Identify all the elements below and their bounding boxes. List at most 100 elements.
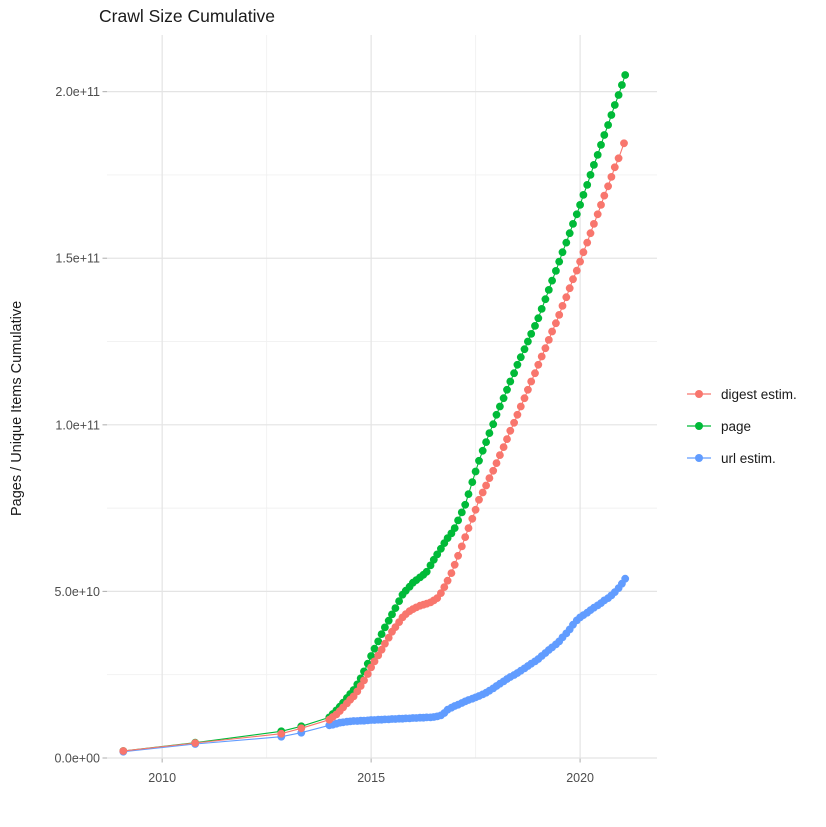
series-point-digest-estim-: [614, 154, 623, 163]
series-point-page: [475, 456, 483, 465]
series-point-digest-estim-: [370, 657, 379, 666]
series-point-page: [593, 151, 602, 159]
series-point-digest-estim-: [475, 495, 483, 504]
series-point-digest-estim-: [499, 443, 508, 451]
series-point-digest-estim-: [586, 229, 595, 238]
series-point-page: [489, 420, 498, 429]
series-point-page: [516, 353, 525, 362]
series-point-digest-estim-: [461, 533, 470, 541]
series-point-digest-estim-: [558, 302, 567, 310]
series-point-digest-estim-: [277, 729, 286, 738]
series-point-page: [531, 322, 539, 330]
series-point-page: [524, 337, 532, 346]
series-point-digest-estim-: [610, 163, 619, 172]
series-point-digest-estim-: [544, 336, 553, 344]
series-point-page: [555, 257, 564, 266]
series-point-page: [621, 71, 630, 79]
series-point-digest-estim-: [374, 651, 383, 660]
series-point-page: [391, 604, 400, 612]
series-point-page: [450, 524, 459, 532]
series-point-page: [607, 111, 616, 119]
series-point-page: [576, 201, 584, 209]
series-point-digest-estim-: [471, 505, 480, 514]
series-point-page: [527, 330, 536, 338]
series-point-digest-estim-: [593, 210, 602, 219]
series-point-page: [370, 644, 379, 653]
legend-label: page: [721, 418, 752, 434]
series-point-digest-estim-: [607, 173, 616, 181]
series-point-digest-estim-: [555, 311, 564, 319]
series-point-page: [377, 630, 386, 638]
series-point-digest-estim-: [537, 352, 546, 361]
series-point-digest-estim-: [520, 394, 529, 403]
series-point-page: [604, 121, 612, 129]
series-point-digest-estim-: [443, 576, 452, 585]
series-point-digest-estim-: [572, 266, 581, 275]
series-point-page: [468, 478, 477, 486]
series-point-digest-estim-: [620, 139, 628, 148]
series-point-page: [384, 616, 393, 625]
series-point-digest-estim-: [468, 514, 477, 523]
y-tick-label: 2.0e+11: [55, 85, 100, 99]
series-point-page: [395, 597, 403, 605]
series-point-page: [565, 229, 574, 238]
series-point-digest-estim-: [579, 248, 588, 257]
series-point-digest-estim-: [482, 481, 490, 490]
series-point-digest-estim-: [548, 327, 556, 336]
series-point-page: [433, 550, 442, 559]
series-point-page: [374, 637, 383, 646]
series-point-page: [381, 623, 389, 632]
y-axis-title: Pages / Unique Items Cumulative: [9, 300, 25, 516]
x-tick-label: 2010: [148, 771, 176, 785]
legend-item-page: page: [686, 410, 797, 442]
series-point-digest-estim-: [384, 633, 393, 642]
legend-key-url-dot-icon: [687, 454, 711, 462]
series-point-digest-estim-: [457, 542, 466, 551]
series-point-digest-estim-: [516, 402, 525, 411]
series-point-digest-estim-: [524, 385, 532, 394]
series-point-digest-estim-: [562, 293, 571, 302]
series-point-digest-estim-: [464, 524, 473, 532]
series-point-digest-estim-: [583, 238, 592, 247]
series-point-page: [552, 267, 560, 275]
series-point-digest-estim-: [510, 418, 518, 427]
series-point-page: [544, 286, 553, 294]
series-point-page: [492, 410, 501, 419]
y-tick-label: 0.0e+00: [54, 752, 100, 766]
series-point-page: [485, 429, 494, 437]
series-point-page: [503, 385, 511, 394]
series-point-page: [583, 181, 592, 189]
series-point-page: [586, 171, 595, 179]
series-point-page: [471, 467, 480, 476]
series-point-page: [569, 220, 577, 228]
series-point-digest-estim-: [478, 488, 487, 497]
series-point-digest-estim-: [437, 589, 445, 597]
series-point-page: [437, 544, 445, 553]
series-point-digest-estim-: [360, 676, 368, 685]
series-point-digest-estim-: [363, 670, 372, 678]
series-point-url-estim-: [621, 574, 630, 583]
series-point-digest-estim-: [297, 724, 306, 733]
series-point-digest-estim-: [377, 645, 386, 654]
x-tick-label: 2020: [566, 771, 594, 785]
series-point-digest-estim-: [600, 191, 609, 200]
series-point-digest-estim-: [381, 639, 389, 648]
series-point-digest-estim-: [531, 369, 539, 378]
series-point-digest-estim-: [552, 319, 560, 328]
series-point-digest-estim-: [367, 663, 375, 672]
series-point-page: [454, 516, 462, 525]
series-point-page: [537, 305, 546, 313]
series-point-digest-estim-: [489, 466, 498, 475]
series-point-page: [482, 438, 490, 446]
series-point-page: [600, 131, 609, 139]
series-point-digest-estim-: [541, 344, 550, 353]
series-point-digest-estim-: [565, 284, 574, 293]
series-point-digest-estim-: [569, 275, 577, 284]
legend-label: digest estim.: [721, 386, 797, 402]
series-point-digest-estim-: [450, 560, 459, 569]
series-point-digest-estim-: [590, 220, 598, 228]
series-point-page: [510, 369, 518, 378]
series-point-digest-estim-: [513, 410, 522, 419]
